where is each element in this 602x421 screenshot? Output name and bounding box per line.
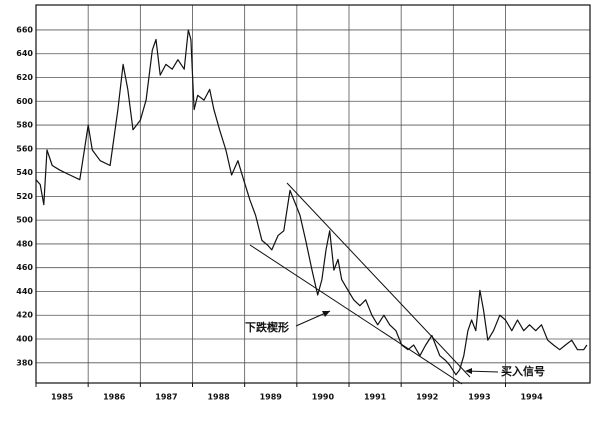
y-tick-label: 540 (16, 168, 33, 177)
x-tick-label: 1990 (312, 393, 335, 402)
wedge-lower-line (249, 244, 463, 385)
x-tick-label: 1993 (468, 393, 490, 402)
y-tick-label: 640 (16, 49, 33, 58)
x-tick-label: 1988 (207, 393, 230, 402)
y-tick-label: 660 (16, 25, 33, 34)
x-tick-label: 1991 (364, 393, 387, 402)
y-tick-label: 400 (16, 335, 33, 344)
annotation: 买入信号 (501, 364, 545, 378)
annotation: 下跌楔形 (245, 320, 289, 334)
y-tick-label: 600 (16, 97, 33, 106)
x-tick-label: 1986 (103, 393, 126, 402)
x-tick-label: 1987 (155, 393, 177, 402)
y-tick-label: 460 (16, 263, 33, 272)
x-tick-label: 1994 (520, 393, 543, 402)
arrow-head (465, 368, 472, 374)
y-tick-label: 620 (16, 73, 33, 82)
y-tick-label: 380 (16, 358, 33, 367)
y-tick-label: 520 (16, 192, 33, 201)
wedge-upper-line (286, 182, 471, 378)
arrow-head (322, 311, 330, 317)
x-tick-label: 1985 (51, 393, 74, 402)
y-tick-label: 580 (16, 121, 33, 130)
x-tick-label: 1989 (260, 393, 283, 402)
y-tick-label: 440 (16, 287, 33, 296)
y-tick-label: 560 (16, 144, 33, 153)
plot-frame (35, 4, 591, 384)
y-tick-label: 480 (16, 239, 33, 248)
y-tick-label: 500 (16, 216, 33, 225)
y-tick-label: 420 (16, 311, 33, 320)
price-line (35, 29, 588, 376)
x-tick-label: 1992 (416, 393, 438, 402)
